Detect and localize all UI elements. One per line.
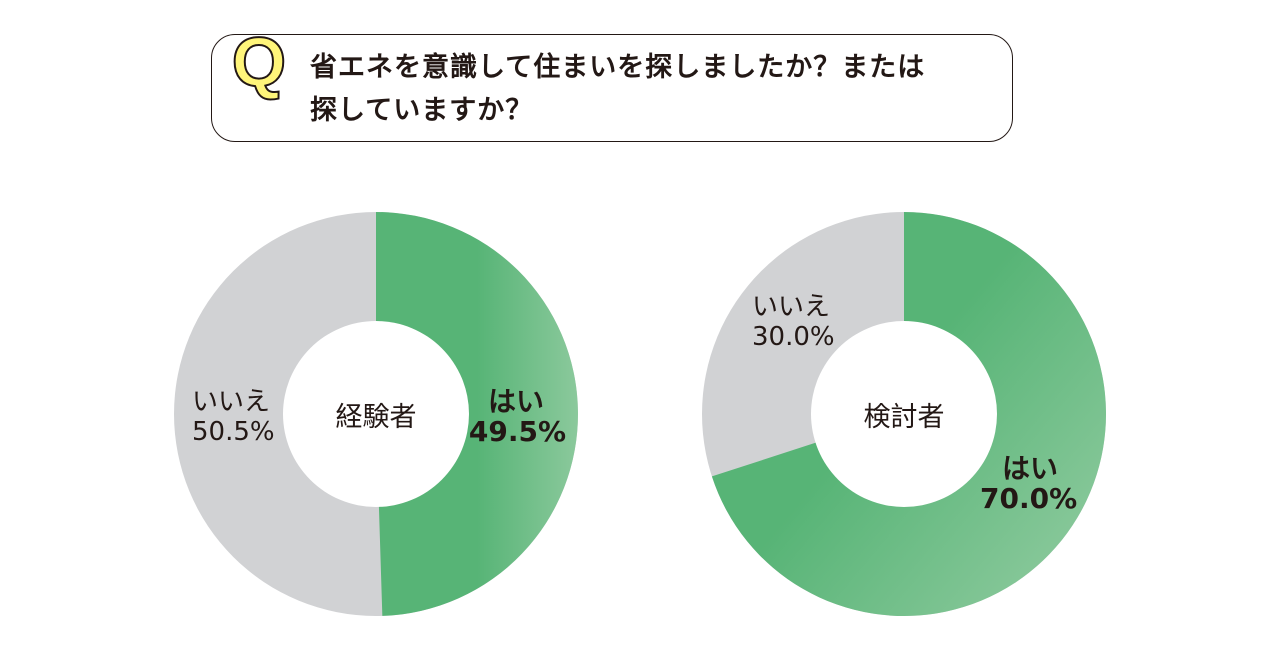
label-yes: はい 70.0% bbox=[980, 452, 1078, 515]
label-yes: はい 49.5% bbox=[468, 385, 566, 448]
center-label: 検討者 bbox=[863, 402, 945, 433]
donut-chart-considering: 検討者 はい 70.0% いいえ 30.0% bbox=[702, 212, 1106, 616]
question-line-1: 省エネを意識して住まいを探しましたか？または bbox=[310, 52, 926, 83]
question-line-2: 探していますか？ bbox=[310, 95, 534, 126]
question-box bbox=[211, 34, 1013, 142]
slice-yes bbox=[376, 212, 578, 616]
label-no: いいえ 30.0% bbox=[752, 292, 835, 352]
center-label: 経験者 bbox=[335, 402, 417, 433]
q-mark-icon: Q bbox=[231, 28, 287, 102]
label-no: いいえ 50.5% bbox=[192, 387, 275, 447]
question-text: 省エネを意識して住まいを探しましたか？または 探していますか？ bbox=[310, 46, 925, 132]
svg-text:Q: Q bbox=[232, 28, 286, 101]
donut-chart-experienced: 経験者 はい 49.5% いいえ 50.5% bbox=[174, 212, 578, 616]
